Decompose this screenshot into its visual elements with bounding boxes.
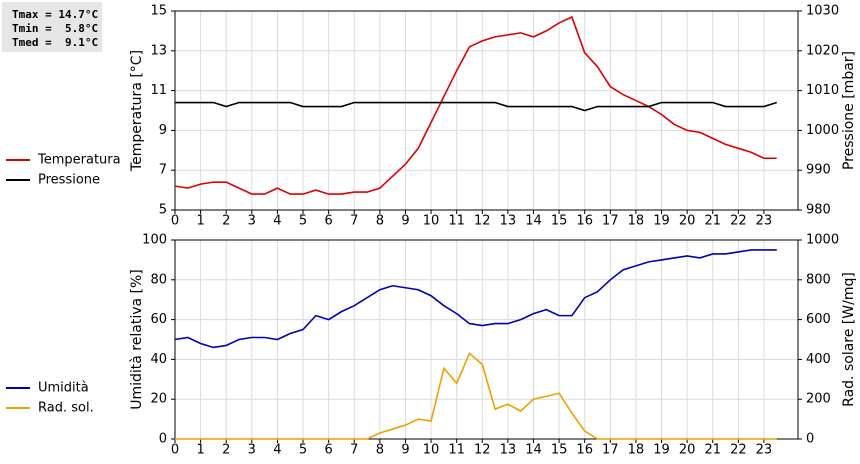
- x-tick-label: 12: [474, 443, 491, 458]
- plot-border: [174, 239, 799, 440]
- x-tick-label: 11: [448, 214, 465, 229]
- y-tick-label: 5: [159, 203, 167, 218]
- plot-border: [174, 10, 799, 211]
- x-tick-label: 1: [196, 214, 204, 229]
- legend-label: Pressione: [38, 173, 100, 188]
- x-tick-label: 19: [653, 443, 670, 458]
- x-tick-label: 23: [756, 214, 773, 229]
- x-tick-label: 16: [576, 443, 593, 458]
- x-tick-label: 1: [196, 443, 204, 458]
- x-tick-label: 16: [576, 214, 593, 229]
- stats-box: [2, 2, 102, 52]
- x-tick-label: 9: [401, 214, 409, 229]
- series-line: [175, 352, 777, 440]
- x-tick-label: 6: [324, 443, 332, 458]
- x-tick-label: 3: [248, 214, 256, 229]
- x-tick-label: 3: [248, 443, 256, 458]
- x-tick-label: 18: [628, 443, 645, 458]
- y-tick-label: 15: [150, 4, 167, 19]
- y2-tick-label: 1030: [806, 4, 839, 19]
- legend-label: Umidità: [38, 381, 89, 396]
- x-tick-label: 2: [222, 214, 230, 229]
- x-tick-label: 21: [704, 214, 721, 229]
- y2-tick-label: 600: [806, 312, 831, 327]
- x-tick-label: 10: [423, 214, 440, 229]
- legend-label: Rad. sol.: [38, 401, 94, 416]
- series-line: [175, 101, 777, 112]
- y2-tick-label: 400: [806, 352, 831, 367]
- x-tick-label: 5: [299, 214, 307, 229]
- x-tick-label: 20: [679, 443, 696, 458]
- x-tick-label: 13: [500, 443, 517, 458]
- x-tick-label: 15: [551, 443, 568, 458]
- x-tick-label: 15: [551, 214, 568, 229]
- x-tick-label: 14: [525, 214, 542, 229]
- x-tick-label: 13: [500, 214, 517, 229]
- y2-axis-label: Rad. solare [W/mq]: [841, 272, 857, 407]
- x-tick-label: 12: [474, 214, 491, 229]
- x-tick-label: 2: [222, 443, 230, 458]
- x-tick-label: 9: [401, 443, 409, 458]
- x-tick-label: 14: [525, 443, 542, 458]
- y-tick-label: 40: [150, 352, 167, 367]
- x-tick-label: 8: [376, 443, 384, 458]
- y-tick-label: 0: [159, 432, 167, 447]
- y-axis-label: Temperatura [°C]: [129, 50, 145, 172]
- x-tick-label: 17: [602, 443, 619, 458]
- x-tick-label: 10: [423, 443, 440, 458]
- x-tick-label: 21: [704, 443, 721, 458]
- y2-tick-label: 0: [806, 432, 814, 447]
- x-tick-label: 4: [273, 214, 281, 229]
- x-tick-label: 22: [730, 214, 747, 229]
- x-tick-label: 0: [171, 443, 179, 458]
- x-tick-label: 4: [273, 443, 281, 458]
- y-tick-label: 7: [159, 163, 167, 178]
- stat-tmax: Tmax = 14.7°C: [12, 8, 98, 21]
- y2-tick-label: 1000: [806, 233, 839, 248]
- y2-tick-label: 1000: [806, 123, 839, 138]
- x-tick-label: 7: [350, 443, 358, 458]
- x-tick-label: 6: [324, 214, 332, 229]
- y2-tick-label: 200: [806, 392, 831, 407]
- y-tick-label: 11: [150, 83, 167, 98]
- legend-label: Temperatura: [37, 153, 121, 168]
- series-line: [174, 15, 777, 195]
- series-line: [174, 249, 777, 349]
- y2-tick-label: 990: [806, 163, 831, 178]
- y2-tick-label: 1010: [806, 83, 839, 98]
- x-tick-label: 23: [756, 443, 773, 458]
- x-tick-label: 20: [679, 214, 696, 229]
- x-tick-label: 18: [628, 214, 645, 229]
- x-tick-label: 0: [171, 214, 179, 229]
- y-tick-label: 9: [159, 123, 167, 138]
- y2-tick-label: 800: [806, 272, 831, 287]
- y2-axis-label: Pressione [mbar]: [841, 51, 857, 170]
- y-tick-label: 20: [150, 392, 167, 407]
- x-tick-label: 5: [299, 443, 307, 458]
- x-tick-label: 11: [448, 443, 465, 458]
- x-tick-label: 22: [730, 443, 747, 458]
- stat-tmed: Tmed = 9.1°C: [12, 36, 98, 49]
- x-tick-label: 8: [376, 214, 384, 229]
- y-tick-label: 13: [150, 43, 167, 58]
- x-tick-label: 19: [653, 214, 670, 229]
- y-tick-label: 60: [150, 312, 167, 327]
- y-axis-label: Umidità relativa [%]: [129, 269, 145, 410]
- x-tick-label: 7: [350, 214, 358, 229]
- x-tick-label: 17: [602, 214, 619, 229]
- y-tick-label: 100: [142, 233, 167, 248]
- y2-tick-label: 980: [806, 203, 831, 218]
- y2-tick-label: 1020: [806, 43, 839, 58]
- y-tick-label: 80: [150, 272, 167, 287]
- stat-tmin: Tmin = 5.8°C: [12, 22, 98, 35]
